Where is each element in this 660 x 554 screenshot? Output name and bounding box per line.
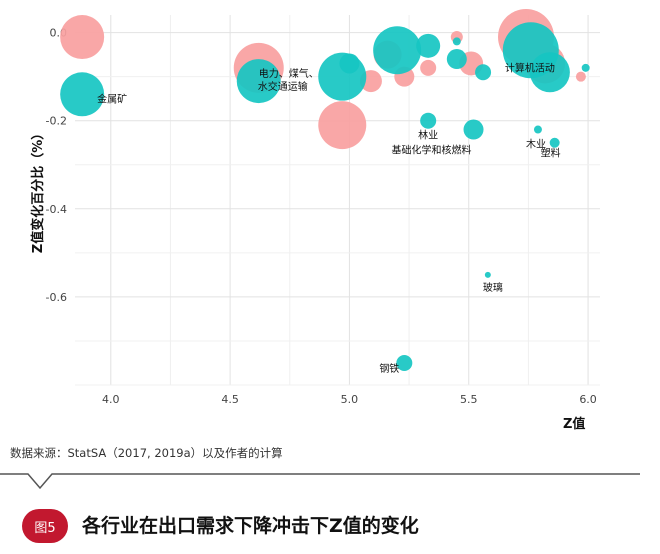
teal-bubble xyxy=(484,271,491,278)
pink-bubble xyxy=(420,59,437,76)
figure-title: 各行业在出口需求下降冲击下Z值的变化 xyxy=(82,515,419,537)
teal-bubble xyxy=(373,26,422,75)
x-tick-label: 6.0 xyxy=(579,393,597,406)
point-label: 钢铁 xyxy=(379,362,399,375)
x-axis-title: Z值 xyxy=(563,416,585,432)
y-tick-label: -0.4 xyxy=(46,203,67,216)
teal-bubble xyxy=(549,137,560,148)
y-tick-labels: 0.0-0.2-0.4-0.6 xyxy=(46,27,67,304)
point-label: 塑料 xyxy=(541,147,561,160)
teal-bubble xyxy=(529,52,570,93)
teal-bubble xyxy=(581,63,590,72)
teal-bubble xyxy=(463,119,484,140)
teal-bubble xyxy=(446,49,467,70)
x-tick-label: 5.0 xyxy=(341,393,359,406)
teal-bubble xyxy=(416,33,441,58)
pink-bubble xyxy=(318,101,367,150)
x-tick-label: 4.0 xyxy=(102,393,120,406)
point-label: 计算机活动 xyxy=(505,61,555,74)
point-label: 玻璃 xyxy=(483,281,503,294)
divider-line xyxy=(0,473,640,490)
teal-bubble xyxy=(420,112,437,129)
point-label: 木业 xyxy=(526,139,546,151)
point-label: 金属矿 xyxy=(97,92,127,105)
point-label: 基础化学和核燃料 xyxy=(392,144,472,157)
teal-bubble xyxy=(236,59,281,104)
y-axis-title: Z值变化百分比（%） xyxy=(30,127,46,253)
teal-bubble xyxy=(339,53,360,74)
teal-bubble xyxy=(60,72,105,117)
x-tick-label: 4.5 xyxy=(221,393,239,406)
x-tick-labels: 4.0 4.5 5.0 5.5 6.0 xyxy=(102,393,597,406)
source-note: 数据来源：StatSA（2017, 2019a）以及作者的计算 xyxy=(10,446,283,460)
y-tick-label: -0.6 xyxy=(46,291,67,304)
pink-bubble xyxy=(575,71,586,82)
pink-bubble xyxy=(60,15,105,60)
teal-bubble xyxy=(533,125,542,134)
teal-bubble xyxy=(396,354,413,371)
point-label: 林业 xyxy=(418,129,438,142)
teal-bubble xyxy=(475,64,492,81)
point-label: 电力、煤气、水交通运输 xyxy=(258,67,319,93)
teal-bubble xyxy=(452,37,461,46)
x-tick-label: 5.5 xyxy=(460,393,478,406)
y-tick-label: -0.2 xyxy=(46,115,67,128)
figure-badge: 图5 xyxy=(22,509,68,543)
data-points xyxy=(60,9,590,371)
